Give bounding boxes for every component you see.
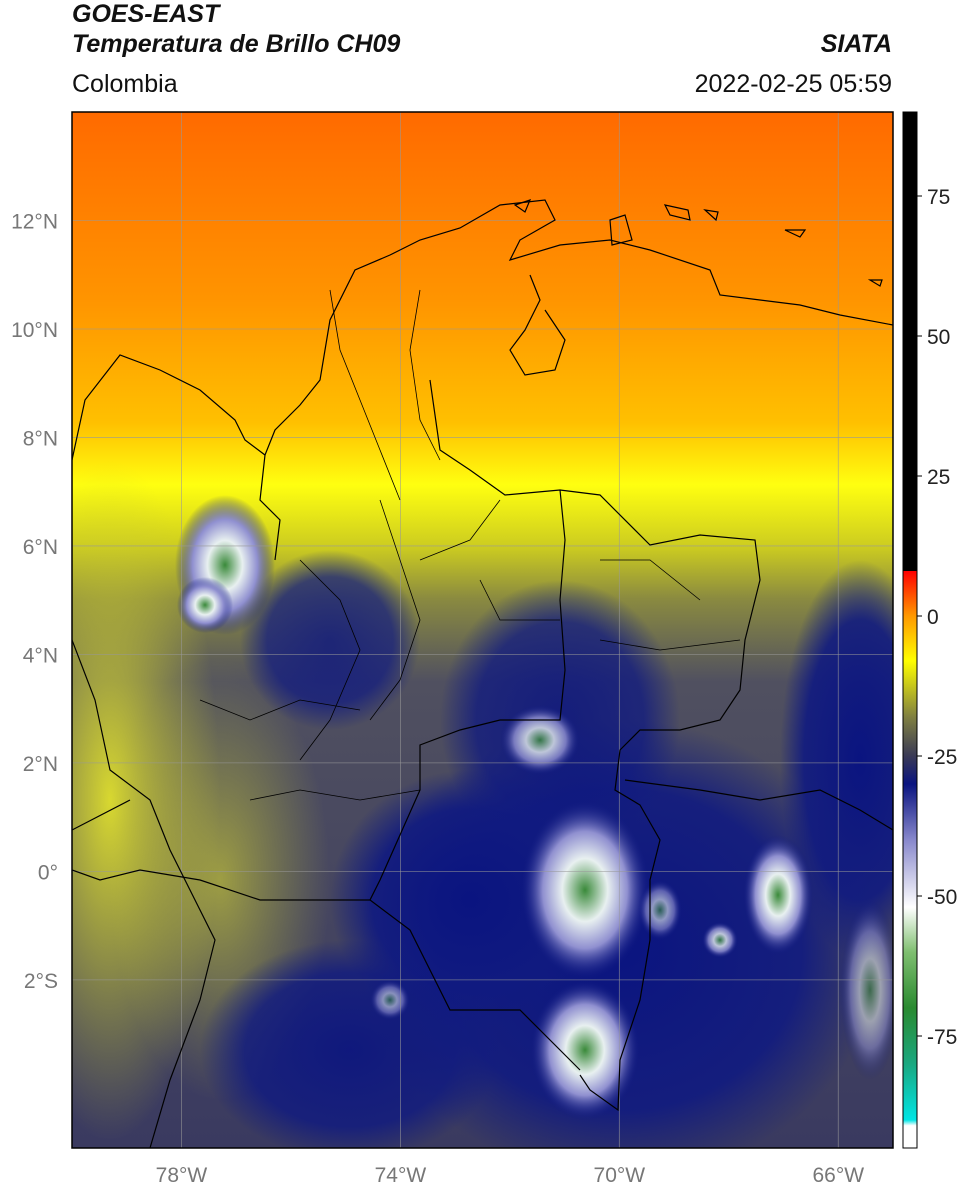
colorbar-tick-label: 25	[927, 466, 950, 489]
lat-tick-label: 8°N	[23, 427, 58, 450]
colorbar-tick-label: -50	[927, 886, 957, 909]
colorbar-tick-label: 75	[927, 186, 950, 209]
lon-tick-label: 78°W	[156, 1164, 208, 1187]
lon-tick-label: 66°W	[812, 1164, 864, 1187]
lat-tick-label: 12°N	[11, 210, 58, 233]
colorbar-tick-label: 50	[927, 326, 950, 349]
lon-tick-label: 70°W	[594, 1164, 646, 1187]
colorbar-tick-label: -75	[927, 1026, 957, 1049]
colorbar-tick-label: 0	[927, 606, 939, 629]
lat-tick-label: 6°N	[23, 536, 58, 559]
brightness-temperature-field	[72, 112, 893, 1148]
longitude-tick-labels: 78°W 74°W 70°W 66°W	[156, 1164, 865, 1187]
colorbar-tick-label: -25	[927, 746, 957, 769]
timestamp-label: 2022-02-25 05:59	[694, 70, 892, 98]
latitude-tick-labels: 12°N 10°N 8°N 6°N 4°N 2°N 0° 2°S	[11, 210, 58, 992]
lat-tick-label: 0°	[38, 861, 58, 884]
product-title: Temperatura de Brillo CH09	[72, 30, 401, 58]
lat-tick-label: 4°N	[23, 644, 58, 667]
lon-tick-label: 74°W	[375, 1164, 427, 1187]
lat-tick-label: 10°N	[11, 319, 58, 342]
colorbar: 75 50 25 0 -25 -50 -75	[902, 111, 957, 1149]
map-frame	[71, 111, 894, 1149]
coastlines-and-borders	[72, 199, 893, 1148]
agency-label: SIATA	[820, 30, 892, 58]
colorbar-ticks: 75 50 25 0 -25 -50 -75	[917, 186, 957, 1049]
lat-tick-label: 2°S	[24, 970, 58, 993]
lat-tick-label: 2°N	[23, 753, 58, 776]
region-label: Colombia	[72, 70, 178, 98]
satellite-title: GOES-EAST	[72, 0, 220, 28]
